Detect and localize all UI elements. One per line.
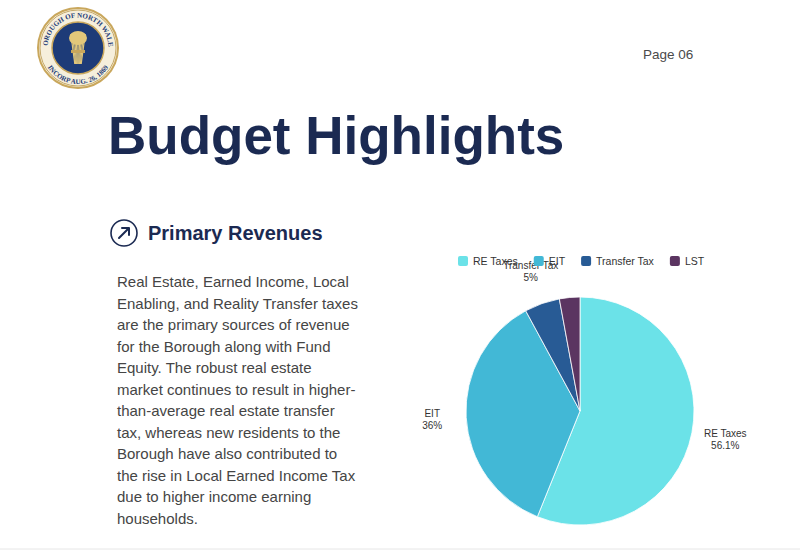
- paragraph-line: are the primary sources of revenue: [117, 316, 350, 333]
- legend-swatch: [534, 256, 544, 266]
- slice-category-label: RE Taxes: [704, 428, 747, 439]
- paragraph-line: tax, whereas new residents to the: [117, 424, 340, 441]
- seal-bottom-text: INCORP AUG. 26, 1869: [46, 63, 110, 86]
- pie-chart: RE Taxes56.1%EIT36%Transfer Tax5%: [422, 260, 746, 525]
- paragraph-line: market continues to result in higher-: [117, 381, 355, 398]
- seal: BOROUGH OF NORTH WALES INCORP AUG. 26, 18…: [0, 0, 119, 89]
- paragraph-line: for the Borough along with Fund: [117, 338, 330, 355]
- seal-top-text: BOROUGH OF NORTH WALES: [0, 0, 115, 47]
- icon-circle: [111, 220, 137, 246]
- icon-arrow: [119, 228, 129, 238]
- arrow-icon: [111, 220, 137, 246]
- seal-top-textpath: BOROUGH OF NORTH WALES: [0, 0, 115, 47]
- slice-value-label: 36%: [422, 420, 442, 431]
- seal-center: [52, 22, 104, 74]
- legend-label: EIT: [549, 255, 566, 267]
- slice-value-label: 56.1%: [711, 440, 739, 451]
- legend-swatch: [670, 256, 680, 266]
- slice-category-label: EIT: [424, 408, 440, 419]
- paragraph-line: than-average real estate transfer: [117, 402, 335, 419]
- pie-slice: [559, 297, 580, 411]
- legend-swatch: [581, 256, 591, 266]
- page: BOROUGH OF NORTH WALES INCORP AUG. 26, 18…: [0, 0, 800, 554]
- paragraph-line: Enabling, and Reality Transfer taxes: [117, 295, 358, 312]
- sheaf-head: [69, 31, 87, 45]
- seal-ring-line: [40, 10, 116, 86]
- legend-label: LST: [685, 255, 705, 267]
- paragraph-line: Real Estate, Earned Income, Local: [117, 273, 349, 290]
- legend-label: RE Taxes: [473, 255, 518, 267]
- paragraph-line: households.: [117, 510, 198, 527]
- paragraph-line: due to higher income earning: [117, 488, 311, 505]
- page-number: Page 06: [643, 47, 693, 62]
- slices: [466, 297, 694, 525]
- title: Budget Highlights: [108, 106, 564, 165]
- seal-ring: [39, 9, 117, 87]
- legend-swatch: [458, 256, 468, 266]
- paragraph-line: Borough have also contributed to: [117, 445, 337, 462]
- sheaf-band: [71, 50, 85, 53]
- seal-bottom-textpath: INCORP AUG. 26, 1869: [46, 63, 110, 86]
- bottom-rule: [0, 549, 800, 550]
- section-heading: Primary Revenues: [148, 222, 323, 244]
- slice-value-label: 5%: [524, 272, 539, 283]
- paragraph-line: Equity. The robust real estate: [117, 359, 312, 376]
- paragraph-line: the rise in Local Earned Income Tax: [117, 467, 356, 484]
- legend-label: Transfer Tax: [596, 255, 655, 267]
- legend: RE Taxes EIT Transfer Tax LST: [458, 255, 705, 267]
